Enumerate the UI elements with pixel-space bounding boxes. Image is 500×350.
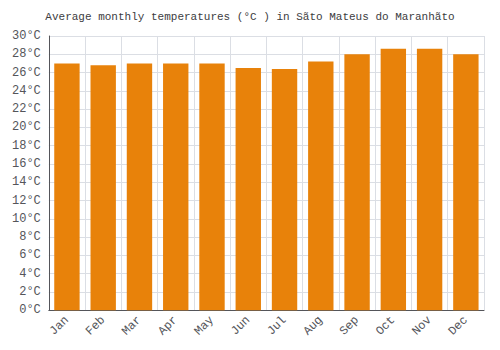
svg-text:24°C: 24°C: [12, 84, 41, 98]
svg-text:Oct: Oct: [373, 313, 398, 338]
svg-text:22°C: 22°C: [12, 102, 41, 116]
svg-text:May: May: [192, 313, 217, 338]
svg-text:2°C: 2°C: [19, 285, 41, 299]
svg-text:Jan: Jan: [47, 313, 72, 338]
svg-text:Sep: Sep: [337, 313, 362, 338]
svg-text:18°C: 18°C: [12, 139, 41, 153]
svg-text:Average monthly temperatures (: Average monthly temperatures (°C ) in Sã…: [45, 11, 454, 23]
svg-text:28°C: 28°C: [12, 47, 41, 61]
svg-text:12°C: 12°C: [12, 194, 41, 208]
svg-text:30°C: 30°C: [12, 29, 41, 43]
svg-text:10°C: 10°C: [12, 212, 41, 226]
svg-text:16°C: 16°C: [12, 157, 41, 171]
svg-text:Jul: Jul: [264, 313, 289, 338]
svg-text:Feb: Feb: [83, 313, 108, 338]
svg-text:8°C: 8°C: [19, 230, 41, 244]
svg-text:Mar: Mar: [119, 313, 144, 338]
svg-text:Dec: Dec: [446, 313, 471, 338]
svg-text:26°C: 26°C: [12, 66, 41, 80]
svg-text:14°C: 14°C: [12, 175, 41, 189]
svg-text:6°C: 6°C: [19, 248, 41, 262]
svg-text:Nov: Nov: [409, 313, 434, 338]
svg-text:Aug: Aug: [301, 313, 326, 338]
svg-text:4°C: 4°C: [19, 267, 41, 281]
svg-text:Jun: Jun: [228, 313, 253, 338]
svg-text:20°C: 20°C: [12, 120, 41, 134]
svg-text:0°C: 0°C: [19, 303, 41, 317]
svg-text:Apr: Apr: [156, 313, 181, 338]
